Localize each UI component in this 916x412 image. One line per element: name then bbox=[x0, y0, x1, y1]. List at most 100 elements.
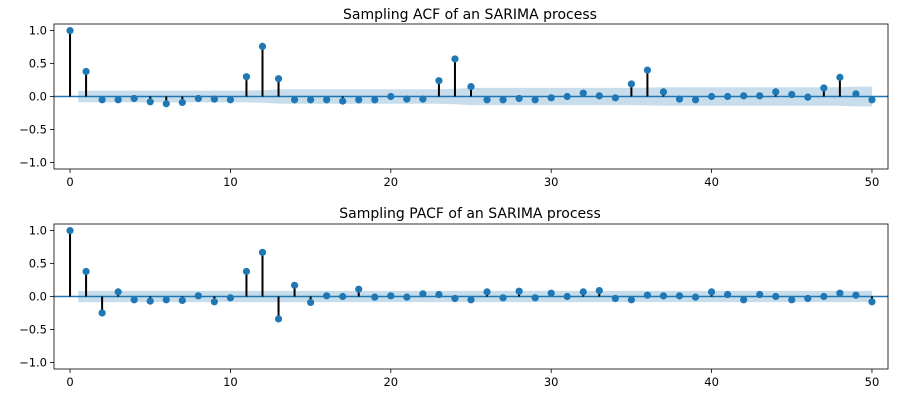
pacf-point-lag-47 bbox=[820, 292, 828, 301]
acf-point-lag-29 bbox=[531, 96, 539, 104]
pacf-point-lag-35 bbox=[627, 296, 635, 304]
acf-point-lag-2 bbox=[98, 96, 106, 104]
acf-point-lag-34 bbox=[611, 94, 619, 102]
pacf-point-lag-49 bbox=[852, 291, 860, 299]
pacf-point-lag-17 bbox=[339, 292, 347, 301]
acf-point-lag-12 bbox=[258, 42, 267, 51]
pacf-point-lag-26 bbox=[483, 288, 491, 296]
pacf-point-lag-32 bbox=[579, 288, 587, 296]
pacf-point-lag-48 bbox=[836, 289, 844, 297]
pacf-xtick-label: 40 bbox=[704, 375, 719, 389]
pacf-xtick-label: 30 bbox=[544, 375, 559, 389]
acf-point-lag-21 bbox=[403, 95, 411, 103]
acf-point-lag-4 bbox=[130, 94, 138, 103]
pacf-point-lag-20 bbox=[387, 292, 395, 300]
acf-point-lag-45 bbox=[788, 90, 796, 99]
pacf-point-lag-25 bbox=[467, 296, 475, 304]
acf-point-lag-32 bbox=[579, 89, 587, 97]
acf-markers-group bbox=[66, 26, 876, 108]
pacf-point-lag-9 bbox=[210, 298, 218, 306]
acf-point-lag-3 bbox=[114, 96, 122, 104]
acf-ytick-label: −0.5 bbox=[19, 122, 47, 136]
acf-panel: Sampling ACF of an SARIMA process 1.0 0.… bbox=[19, 7, 889, 189]
acf-ytick-label: 0.0 bbox=[29, 90, 47, 104]
pacf-stems-group bbox=[69, 230, 873, 319]
acf-point-lag-35 bbox=[627, 80, 635, 88]
acf-point-lag-30 bbox=[547, 94, 555, 102]
acf-point-lag-22 bbox=[419, 95, 427, 103]
acf-point-lag-18 bbox=[355, 96, 363, 104]
acf-point-lag-17 bbox=[339, 97, 347, 105]
acf-y-axis: 1.0 0.5 0.0 −0.5 −1.0 bbox=[19, 24, 54, 169]
pacf-point-lag-16 bbox=[323, 292, 331, 300]
acf-point-lag-13 bbox=[274, 75, 283, 83]
acf-point-lag-31 bbox=[563, 92, 571, 101]
acf-point-lag-15 bbox=[307, 96, 315, 104]
acf-point-lag-38 bbox=[675, 95, 684, 103]
acf-point-lag-8 bbox=[194, 94, 202, 103]
acf-x-axis: 0 10 20 30 40 50 bbox=[66, 169, 879, 189]
acf-point-lag-47 bbox=[820, 84, 828, 92]
pacf-point-lag-18 bbox=[355, 285, 363, 293]
pacf-point-lag-24 bbox=[451, 294, 459, 303]
acf-point-lag-14 bbox=[290, 96, 299, 104]
acf-ytick-label: 1.0 bbox=[29, 24, 47, 38]
pacf-point-lag-21 bbox=[403, 293, 411, 301]
pacf-ytick-label: 0.5 bbox=[29, 257, 47, 271]
acf-point-lag-1 bbox=[82, 67, 90, 76]
pacf-point-lag-3 bbox=[114, 288, 122, 296]
pacf-ytick-label: −0.5 bbox=[19, 322, 47, 336]
pacf-xtick-label: 20 bbox=[383, 375, 398, 389]
acf-point-lag-46 bbox=[804, 93, 812, 101]
acf-point-lag-5 bbox=[146, 98, 154, 106]
acf-xtick-label: 40 bbox=[704, 175, 719, 189]
acf-point-lag-50 bbox=[868, 96, 876, 104]
acf-point-lag-33 bbox=[595, 92, 603, 100]
pacf-point-lag-23 bbox=[435, 290, 443, 299]
pacf-point-lag-12 bbox=[258, 248, 267, 256]
pacf-point-lag-19 bbox=[371, 293, 379, 301]
acf-point-lag-9 bbox=[210, 95, 218, 103]
acf-point-lag-24 bbox=[451, 55, 459, 63]
acf-point-lag-28 bbox=[515, 94, 523, 103]
pacf-point-lag-2 bbox=[98, 309, 106, 317]
acf-xtick-label: 10 bbox=[223, 175, 238, 189]
acf-xtick-label: 50 bbox=[865, 175, 880, 189]
pacf-point-lag-37 bbox=[659, 292, 668, 300]
acf-point-lag-37 bbox=[659, 88, 668, 96]
acf-point-lag-44 bbox=[772, 88, 780, 96]
acf-point-lag-36 bbox=[643, 66, 652, 74]
acf-point-lag-48 bbox=[836, 73, 844, 81]
acf-point-lag-23 bbox=[435, 77, 443, 85]
pacf-point-lag-10 bbox=[226, 294, 235, 302]
pacf-point-lag-41 bbox=[724, 290, 732, 299]
pacf-xtick-label: 0 bbox=[66, 375, 73, 389]
pacf-ytick-label: 1.0 bbox=[29, 224, 47, 238]
acf-point-lag-11 bbox=[242, 73, 251, 81]
pacf-point-lag-5 bbox=[146, 297, 154, 305]
pacf-point-lag-46 bbox=[804, 294, 812, 303]
acf-point-lag-25 bbox=[467, 83, 475, 91]
acf-point-lag-42 bbox=[740, 92, 748, 100]
pacf-ytick-label: −1.0 bbox=[19, 355, 47, 369]
acf-point-lag-10 bbox=[226, 96, 235, 104]
pacf-point-lag-31 bbox=[563, 292, 571, 301]
pacf-point-lag-50 bbox=[868, 298, 876, 306]
acf-xtick-label: 20 bbox=[383, 175, 398, 189]
pacf-x-axis: 0 10 20 30 40 50 bbox=[66, 369, 879, 389]
pacf-point-lag-36 bbox=[643, 291, 652, 299]
pacf-point-lag-44 bbox=[772, 292, 780, 301]
acf-point-lag-19 bbox=[371, 96, 379, 104]
acf-point-lag-26 bbox=[483, 96, 491, 104]
acf-point-lag-20 bbox=[387, 92, 395, 101]
acf-point-lag-16 bbox=[323, 96, 331, 104]
pacf-point-lag-33 bbox=[595, 286, 603, 295]
pacf-point-lag-13 bbox=[274, 315, 283, 323]
pacf-title: Sampling PACF of an SARIMA process bbox=[339, 206, 600, 222]
pacf-point-lag-22 bbox=[419, 290, 427, 298]
pacf-xtick-label: 50 bbox=[865, 375, 880, 389]
pacf-panel: Sampling PACF of an SARIMA process 1.0 0… bbox=[19, 206, 889, 389]
pacf-point-lag-38 bbox=[675, 292, 684, 300]
pacf-ytick-label: 0.0 bbox=[29, 290, 47, 304]
